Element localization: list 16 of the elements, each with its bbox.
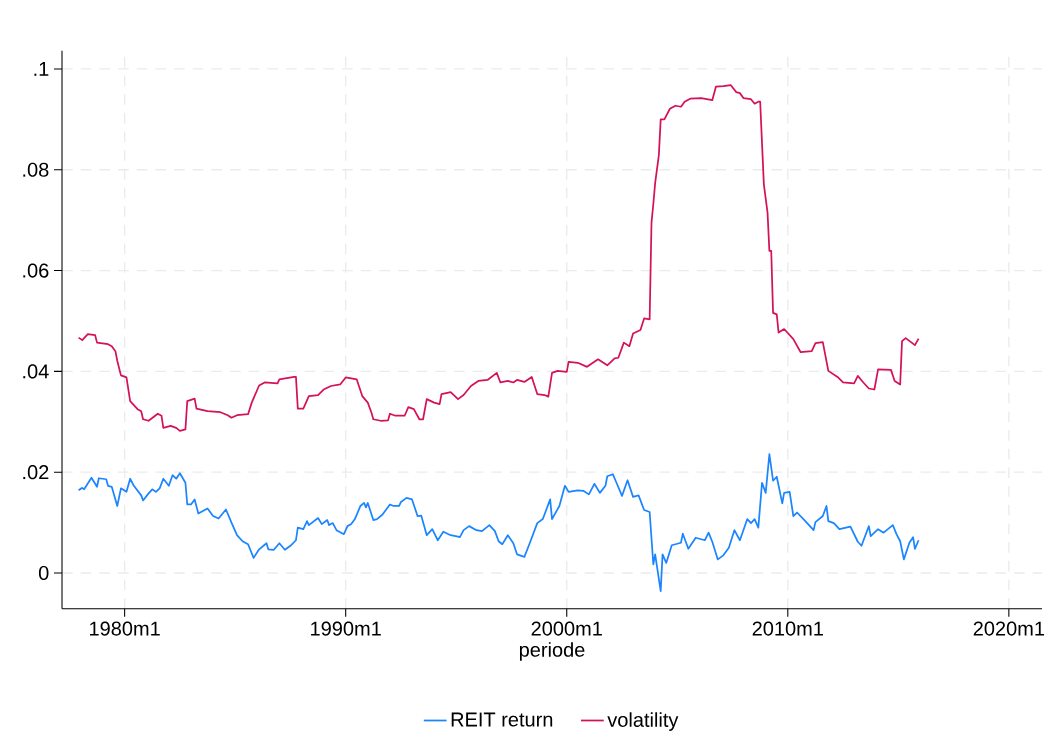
y-tick-label: .04 — [23, 364, 49, 379]
x-tick-label: 1990m1 — [311, 621, 381, 636]
y-tick-label: .02 — [23, 465, 49, 480]
line-series — [77, 453, 920, 592]
y-tick-label: .06 — [23, 263, 49, 278]
x-tick-label: 1980m1 — [90, 621, 160, 636]
y-tick-label: .08 — [23, 162, 49, 177]
legend-label: REIT return — [451, 712, 553, 727]
x-axis-title: periode — [519, 642, 585, 661]
x-tick-label: 2010m1 — [752, 621, 823, 636]
legend-label: volatility — [607, 712, 679, 731]
y-tick-label: .1 — [34, 62, 49, 76]
x-tick-label: 2020m1 — [973, 621, 1045, 636]
line-series — [77, 84, 920, 432]
y-tick-label: 0 — [38, 565, 49, 581]
x-tick-label: 2000m1 — [531, 621, 602, 636]
